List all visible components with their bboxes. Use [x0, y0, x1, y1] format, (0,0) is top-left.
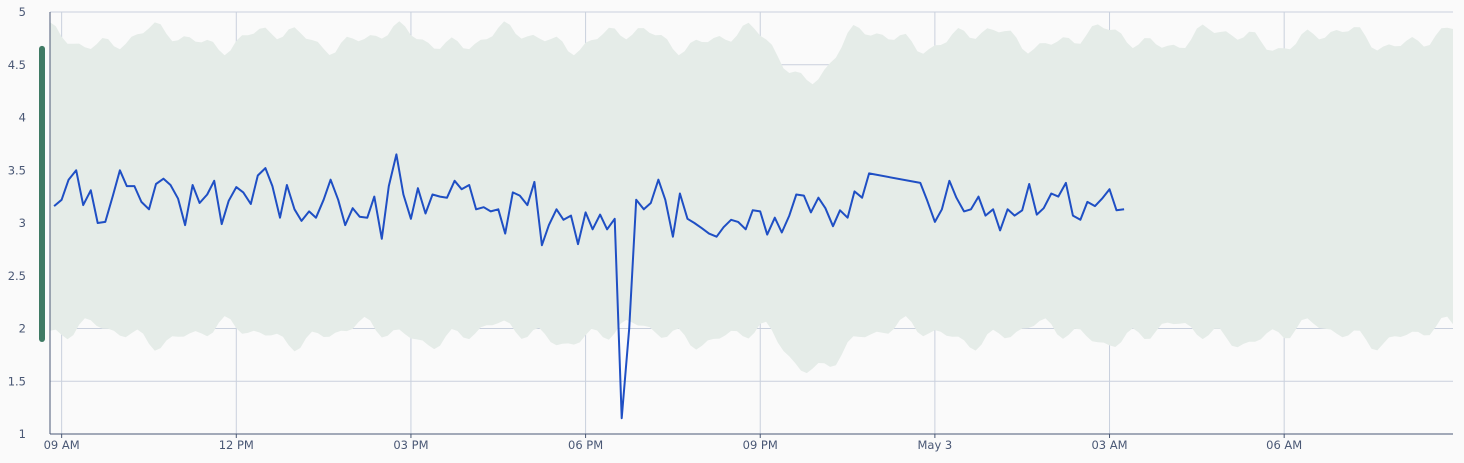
- series-line: [53, 153, 1125, 420]
- y-tick-label: 2: [19, 322, 26, 336]
- y-tick-label: 4: [19, 111, 26, 125]
- y-tick-label: 3.5: [8, 163, 26, 177]
- y-tick-label: 2.5: [8, 269, 26, 283]
- x-tick-label: May 3: [918, 438, 953, 452]
- x-tick-label: 06 PM: [568, 438, 603, 452]
- x-tick-label: 12 PM: [219, 438, 254, 452]
- x-tick-label: 09 AM: [44, 438, 80, 452]
- y-tick-label: 1.5: [8, 374, 26, 388]
- x-tick-label: 09 PM: [743, 438, 778, 452]
- y-axis-ticks: 1 1.5 2 2.5 3 3.5 4 4.5 5: [8, 5, 26, 441]
- x-tick-label: 06 AM: [1266, 438, 1302, 452]
- expected-range-band: [50, 21, 1453, 374]
- x-tick-label: 03 AM: [1091, 438, 1127, 452]
- y-tick-label: 1: [19, 427, 26, 441]
- x-tick-label: 03 PM: [393, 438, 428, 452]
- x-axis-ticks: 09 AM 12 PM 03 PM 06 PM 09 PM May 3 03 AM 06 AM: [44, 434, 1302, 452]
- y-tick-label: 3: [19, 216, 26, 230]
- y-tick-label: 5: [19, 5, 26, 19]
- y-tick-label: 4.5: [8, 58, 26, 72]
